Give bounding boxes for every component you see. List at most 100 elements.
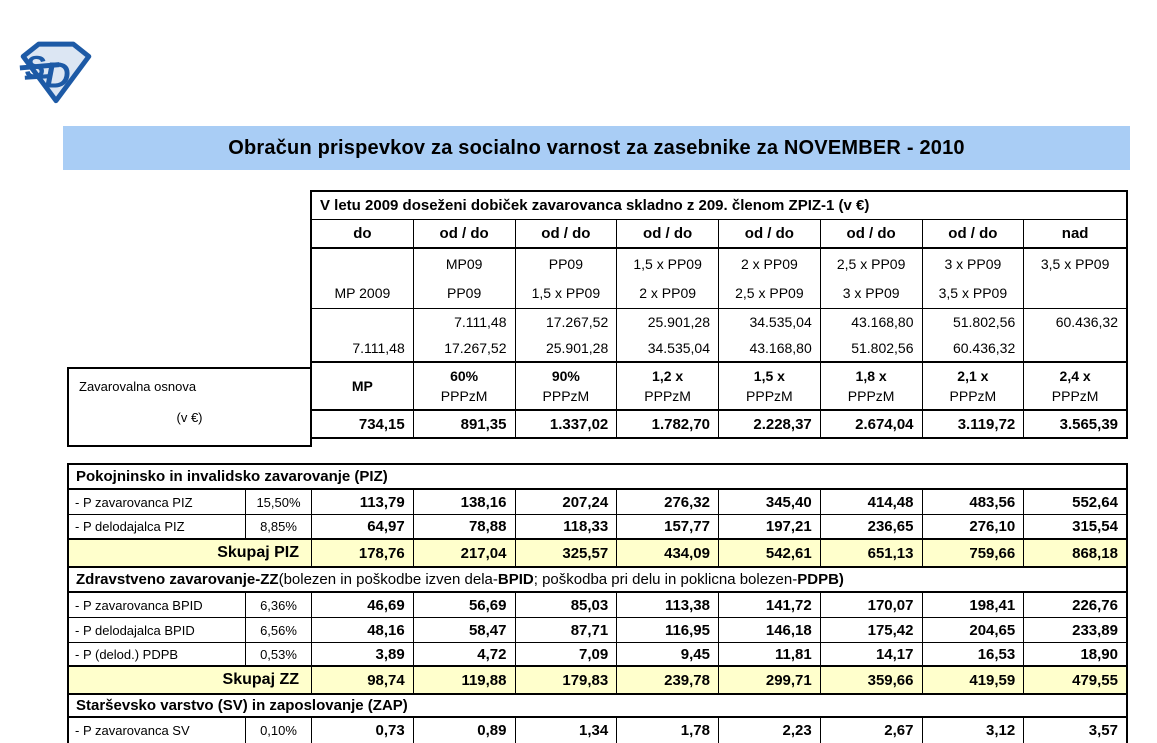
amount-top: 25.901,28 [647,314,710,330]
base-value: 3.565,39 [1059,415,1118,433]
row-value: 18,90 [1080,645,1118,663]
col-header: od / do [923,220,1025,247]
range-cell: 2 x PP09 2,5 x PP09 [719,249,821,308]
amount-bottom: 43.168,80 [749,340,812,356]
row-value: 0,73 [312,718,414,743]
amount-top: 7.111,48 [454,314,507,330]
row-value: 226,76 [1072,596,1118,614]
base-header-top: 1,8 x [855,367,887,384]
table-row: - P zavarovanca BPID 6,36% 46,69 56,69 8… [69,593,1126,618]
row-value: 233,89 [1072,621,1118,639]
base-value: 2.228,37 [719,411,821,437]
piz-section-title: Pokojninsko in invalidsko zavarovanje (P… [76,468,388,485]
title-banner: Obračun prispevkov za socialno varnost z… [63,126,1130,170]
table-row: - P (delod.) PDPB 0,53% 3,89 4,72 7,09 9… [69,643,1126,667]
row-value: 157,77 [617,515,719,538]
base-header-cell: 1,5 x PPPzM [719,363,821,409]
range-top: 1,5 x PP09 [633,255,702,272]
total-value: 239,78 [617,667,719,693]
col-header: od / do [719,220,821,247]
amount-cell: 43.168,80 51.802,56 [821,309,923,361]
total-value: 434,09 [617,540,719,566]
table-row: - P zavarovanca PIZ 15,50% 113,79 138,16… [69,490,1126,515]
col-header: od / do [516,220,618,247]
amount-cell: 34.535,04 43.168,80 [719,309,821,361]
row-value: 3,89 [312,643,414,665]
row-value: 198,41 [923,593,1025,617]
range-top: 2,5 x PP09 [836,255,906,272]
total-row-zz: Skupaj ZZ 98,74 119,88 179,83 239,78 299… [69,667,1126,695]
range-top: 2 x PP09 [740,255,798,272]
total-value: 479,55 [1072,671,1118,689]
total-label: Skupaj PIZ [69,540,312,566]
total-value: 651,13 [821,540,923,566]
row-value: 276,10 [923,515,1025,538]
base-values: 734,15 891,35 1.337,02 1.782,70 2.228,37… [312,411,1126,437]
section-header-piz: Pokojninsko in invalidsko zavarovanje (P… [69,465,1126,490]
total-value: 325,57 [516,540,618,566]
sd-diamond-logo: S D [14,40,98,104]
base-header-cell: 60% PPPzM [414,363,516,409]
range-bottom: 1,5 x PP09 [531,285,601,302]
insurance-base-label-box: Zavarovalna osnova (v €) [67,367,312,447]
profit-table: V letu 2009 doseženi dobiček zavarovanca… [310,190,1128,439]
col-header: nad [1061,225,1089,242]
insurance-base-unit: (v €) [176,410,203,425]
amount-cell: 7.111,48 [312,309,414,361]
range-top [312,249,413,279]
amount-bottom: 25.901,28 [545,340,609,356]
amount-cell: 60.436,32 [1024,309,1126,361]
row-value: 64,97 [312,515,414,538]
zz-title-bold-3: PDPB) [797,571,844,588]
row-percent: 8,85% [246,515,312,538]
base-value: 1.337,02 [516,411,618,437]
row-label: - P delodajalca PIZ [69,515,246,538]
row-value: 315,54 [1072,518,1118,535]
logo-letter-d: D [45,55,71,96]
col-header: do [312,220,414,247]
range-cell: 1,5 x PP09 2 x PP09 [617,249,719,308]
range-bottom [1024,279,1126,309]
row-value: 58,47 [414,618,516,642]
row-percent: 0,10% [246,718,312,743]
row-value: 146,18 [719,618,821,642]
profit-range-labels: MP 2009 MP09 PP09 PP09 1,5 x PP09 1,5 x PP… [312,249,1126,309]
base-header-top: 1,2 x [652,367,684,384]
base-header-cell: 1,2 x PPPzM [617,363,719,409]
amount-top: 43.168,80 [851,314,914,330]
row-value: 414,48 [821,490,923,514]
row-value: 175,42 [821,618,923,642]
amount-top: 34.535,04 [749,314,812,330]
col-header: od / do [617,220,719,247]
section-header-sv: Starševsko varstvo (SV) in zaposlovanje … [69,695,1126,718]
row-value: 204,65 [923,618,1025,642]
base-header-top: 90% [551,367,580,384]
base-header-top: 2,1 x [957,367,989,384]
base-header-top: MP [351,378,373,394]
sd-diamond-logo-graphic: S D [19,41,92,104]
range-top: MP09 [445,255,483,272]
range-cell: MP09 PP09 [414,249,516,308]
range-cell: 3 x PP09 3,5 x PP09 [923,249,1025,308]
range-cell: MP 2009 [312,249,414,308]
base-headers: MP 60% PPPzM 90% PPPzM 1,2 x PPPzM 1,5 x PPP… [312,363,1126,411]
row-value: 3,12 [923,718,1025,743]
table-row: - P delodajalca BPID 6,56% 48,16 58,47 8… [69,618,1126,643]
zz-title-bold-1: Zdravstveno zavarovanje-ZZ [76,571,279,588]
table-row-partial: - P zavarovanca SV 0,10% 0,73 0,89 1,34 … [69,718,1126,743]
logo-swoosh-top [19,62,60,71]
profit-range-amounts: 7.111,48 7.111,48 17.267,52 17.267,52 25.9… [312,309,1126,363]
row-label: - P delodajalca BPID [69,618,246,642]
amount-top [312,309,413,335]
logo-letter-s: S [25,50,46,85]
base-value: 734,15 [312,411,414,437]
row-value: 78,88 [414,515,516,538]
row-value: 552,64 [1072,493,1118,511]
total-label: Skupaj ZZ [69,667,312,693]
base-header-top: 60% [450,367,479,384]
amount-top: 60.436,32 [1055,314,1118,330]
zz-title-regular-2: ; poškodba pri delu in poklicna bolezen- [533,571,798,588]
amount-bottom: 7.111,48 [352,340,405,356]
amount-bottom: 51.802,56 [851,340,914,356]
row-value: 345,40 [719,490,821,514]
